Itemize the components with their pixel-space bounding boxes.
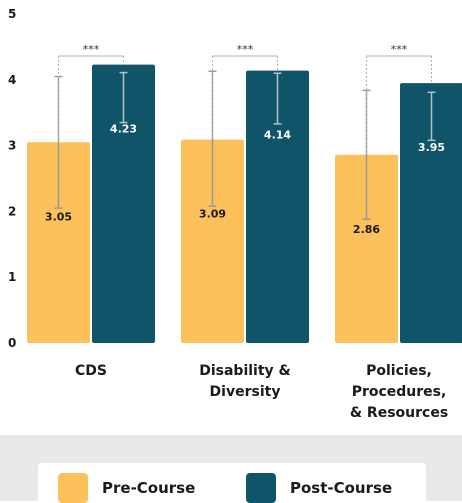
category-label: Diversity bbox=[210, 384, 281, 400]
bar-pre bbox=[335, 154, 398, 343]
y-tick-label: 5 bbox=[8, 7, 16, 21]
category-label: Policies, bbox=[366, 363, 432, 379]
chart: 0 1 2 3 4 5 3.05 4.23 *** CDS 3.09 4.14 *** Disabilit… bbox=[8, 7, 462, 421]
bar-post bbox=[92, 64, 155, 343]
significance-marker: *** bbox=[237, 43, 254, 56]
data-label: 3.09 bbox=[199, 208, 226, 221]
bar-post bbox=[400, 83, 462, 343]
bar-post bbox=[246, 70, 309, 343]
legend-label-post-course: Post-Course bbox=[290, 479, 393, 497]
category-label: & Resources bbox=[350, 405, 448, 421]
y-tick-label: 0 bbox=[8, 336, 16, 350]
y-tick-label: 4 bbox=[8, 73, 16, 87]
legend-swatch-pre-course bbox=[58, 473, 88, 503]
bar-pre bbox=[181, 139, 244, 343]
significance-marker: *** bbox=[83, 43, 100, 56]
y-tick-label: 1 bbox=[8, 270, 16, 284]
category-label: Procedures, bbox=[352, 384, 447, 400]
data-label: 3.95 bbox=[418, 141, 445, 154]
legend-label-pre-course: Pre-Course bbox=[102, 479, 196, 497]
significance-marker: *** bbox=[391, 43, 408, 56]
y-tick-label: 3 bbox=[8, 139, 16, 153]
legend: Pre-Course Post-Course bbox=[38, 463, 426, 503]
y-tick-label: 2 bbox=[8, 204, 16, 218]
category-label: CDS bbox=[75, 363, 107, 379]
data-label: 4.23 bbox=[110, 123, 137, 136]
category-label: Disability & bbox=[199, 363, 291, 379]
data-label: 3.05 bbox=[45, 210, 72, 223]
legend-item-pre-course: Pre-Course bbox=[58, 473, 195, 503]
data-label: 4.14 bbox=[264, 129, 291, 142]
data-label: 2.86 bbox=[353, 223, 380, 236]
bar-pre bbox=[27, 142, 90, 343]
legend-swatch-post-course bbox=[246, 473, 276, 503]
legend-item-post-course: Post-Course bbox=[246, 473, 392, 503]
